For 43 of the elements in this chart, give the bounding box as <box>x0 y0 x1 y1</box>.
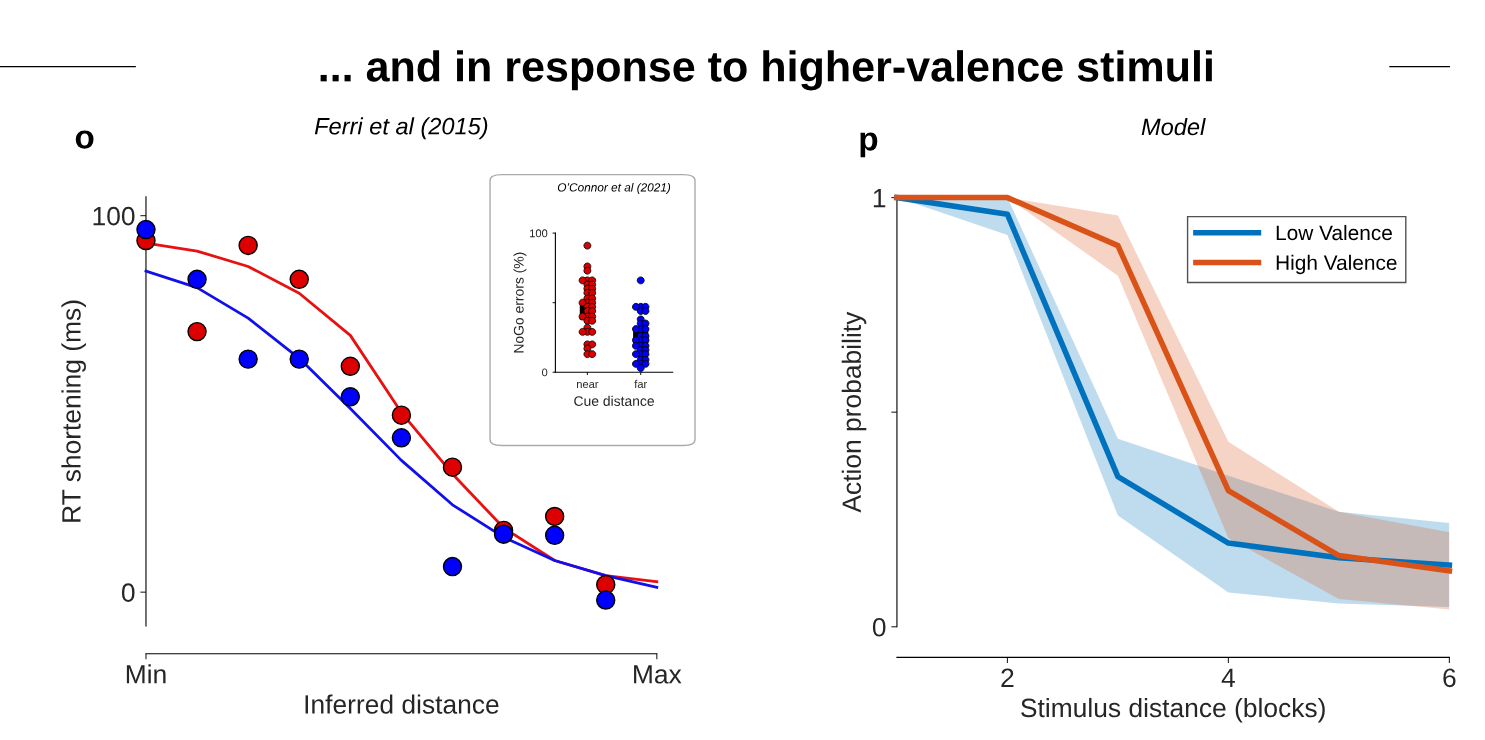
point <box>289 269 309 290</box>
y-tick-label: 100 <box>93 206 135 226</box>
point <box>340 387 361 407</box>
x-tick-label: far <box>634 379 648 389</box>
legend-label: Low Valence <box>1276 224 1392 241</box>
text: p <box>860 132 878 158</box>
point <box>136 219 156 240</box>
chart-title: Ferri et al (2015) <box>314 117 488 140</box>
point <box>187 269 207 290</box>
x-axis-title: Cue distance <box>574 395 654 406</box>
y-axis-title: NoGo errors (%) <box>513 252 527 353</box>
y-tick-label: 0 <box>542 368 548 377</box>
y-tick-label: 0 <box>872 617 886 637</box>
point <box>391 405 412 425</box>
y-axis-title: Action probability <box>841 311 867 513</box>
x-tick-label: near <box>577 381 599 389</box>
chart-title: Model <box>1141 117 1206 136</box>
x-tick-label: 4 <box>1221 668 1235 687</box>
point <box>596 590 616 610</box>
x-axis-title: Inferred distance <box>305 694 499 714</box>
point <box>187 321 207 342</box>
text: ... and in response to higher-valence stimuli <box>320 50 1212 91</box>
y-tick-label: 1 <box>873 188 886 208</box>
y-tick-label: 0 <box>121 583 135 602</box>
point <box>289 349 309 369</box>
point <box>391 428 412 448</box>
y-tick-label: 100 <box>530 229 548 238</box>
text: o <box>75 130 94 149</box>
point <box>238 349 258 369</box>
y-axis-title: RT shortening (ms) <box>61 300 86 522</box>
point <box>442 556 463 577</box>
x-tick-label: 2 <box>1001 668 1014 687</box>
legend-label: High Valence <box>1276 254 1397 275</box>
point <box>544 506 565 527</box>
x-tick-label: 6 <box>1443 668 1456 688</box>
chart-title: O’Connor et al (2021) <box>557 182 671 194</box>
x-tick-label: Min <box>126 664 166 684</box>
point <box>238 235 258 256</box>
x-tick-label: Max <box>634 665 682 684</box>
point <box>442 457 463 477</box>
x-axis-title: Stimulus distance (blocks) <box>1021 697 1325 723</box>
point <box>340 356 361 376</box>
point <box>544 525 565 546</box>
